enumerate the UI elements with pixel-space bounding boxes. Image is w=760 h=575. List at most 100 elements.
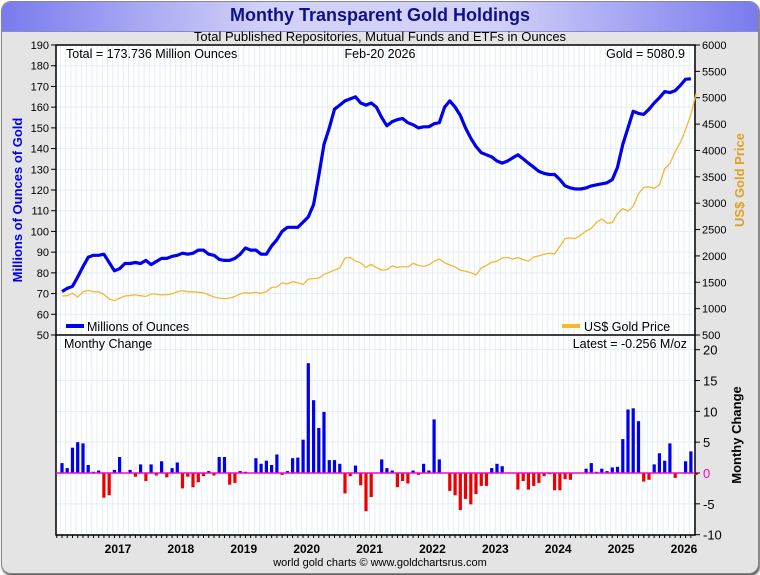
change-bar — [217, 457, 221, 473]
change-bar — [306, 363, 310, 473]
change-bar — [427, 470, 431, 473]
change-y-tick-label: 15 — [703, 374, 717, 389]
change-bar — [516, 473, 520, 490]
y-tick-label: 170 — [31, 81, 49, 93]
change-bar — [469, 473, 473, 505]
change-bar — [144, 473, 148, 481]
change-bar — [668, 443, 672, 473]
change-bar — [180, 473, 185, 489]
change-bar — [348, 473, 352, 477]
footer-credit: world gold charts © www.goldchartsrus.co… — [273, 557, 487, 569]
change-bar — [553, 473, 557, 491]
change-bar — [133, 473, 137, 477]
change-bar — [610, 467, 614, 473]
y-tick-label: 150 — [31, 123, 49, 135]
change-bar — [437, 459, 441, 473]
total-annotation: Total = 173.736 Million Ounces — [66, 47, 237, 61]
change-bar — [201, 473, 206, 477]
change-bar — [191, 473, 195, 488]
change-bar — [149, 464, 153, 473]
x-tick-label: 2018 — [168, 542, 195, 556]
change-bar — [636, 421, 641, 473]
change-axis-title: Monthy Change — [729, 386, 744, 484]
change-bar — [275, 454, 279, 473]
y-tick-label: 120 — [31, 185, 49, 197]
change-bar — [422, 463, 426, 474]
change-bar — [369, 473, 373, 498]
change-bar — [605, 471, 609, 473]
change-bar — [343, 473, 347, 494]
change-bar — [322, 411, 326, 473]
change-bar — [432, 419, 436, 473]
change-bar — [542, 473, 546, 477]
change-bar — [537, 473, 541, 483]
change-bar — [196, 473, 200, 483]
change-bar — [317, 428, 321, 473]
change-bar — [589, 463, 593, 473]
change-bar — [165, 473, 169, 478]
change-bar — [186, 473, 190, 477]
change-bar — [259, 463, 263, 474]
y-tick-label: 70 — [37, 289, 49, 301]
change-bar — [385, 468, 389, 473]
change-bar — [642, 473, 646, 482]
y-tick-label: 50 — [37, 330, 49, 342]
y-tick-label: 160 — [31, 102, 49, 114]
change-bar — [416, 473, 420, 475]
gold-price-line — [61, 93, 697, 302]
y-tick-label: 90 — [37, 247, 49, 259]
change-bar — [254, 458, 258, 473]
y2-tick-label: 5500 — [702, 66, 726, 78]
y-tick-label: 180 — [31, 61, 49, 73]
y2-tick-label: 2500 — [702, 225, 726, 237]
y-tick-label: 60 — [37, 309, 49, 321]
monthly-change-title: Monthy Change — [64, 337, 152, 351]
y-tick-label: 110 — [31, 206, 49, 218]
y2-axis-title: US$ Gold Price — [732, 133, 747, 227]
change-bar — [207, 471, 211, 473]
change-y-tick-label: -10 — [703, 528, 722, 543]
change-bar — [86, 465, 90, 473]
legend-swatch-holdings — [66, 324, 84, 328]
y-tick-label: 130 — [31, 164, 49, 176]
change-bar — [621, 439, 625, 473]
change-bar — [600, 468, 604, 473]
change-bar — [160, 461, 164, 473]
y-tick-label: 190 — [31, 40, 49, 52]
y2-tick-label: 1500 — [702, 277, 726, 289]
change-bar — [484, 473, 489, 486]
change-y-tick-label: -5 — [703, 497, 715, 512]
y2-tick-label: 500 — [702, 330, 720, 342]
change-bar — [76, 442, 80, 473]
y2-tick-label: 1000 — [702, 304, 726, 316]
plot-border — [55, 44, 696, 536]
change-bar — [338, 463, 342, 474]
change-bar — [448, 473, 452, 491]
change-bar — [380, 459, 384, 473]
change-bar — [327, 460, 331, 473]
change-bar — [332, 460, 337, 473]
change-bar — [626, 409, 630, 473]
plot-area — [56, 45, 695, 535]
change-bar — [296, 457, 300, 473]
change-bar — [270, 465, 274, 473]
change-bar — [490, 468, 494, 473]
change-bar — [495, 463, 499, 474]
change-y-tick-label: 10 — [703, 404, 717, 419]
change-bar — [395, 473, 399, 488]
change-bar — [558, 473, 562, 491]
change-bar — [285, 471, 289, 473]
change-bar — [521, 473, 525, 481]
legend-label-holdings: Millions of Ounces — [87, 320, 189, 334]
change-bar — [500, 466, 504, 473]
y2-tick-label: 5000 — [702, 93, 726, 105]
chart-title: Monthy Transparent Gold Holdings — [229, 5, 530, 25]
legend-swatch-gold — [562, 324, 580, 328]
change-bar — [584, 468, 588, 473]
x-tick-label: 2020 — [293, 542, 320, 556]
x-tick-label: 2023 — [482, 542, 509, 556]
change-bar — [615, 466, 620, 473]
change-bar — [673, 473, 677, 478]
change-bar — [364, 473, 368, 512]
